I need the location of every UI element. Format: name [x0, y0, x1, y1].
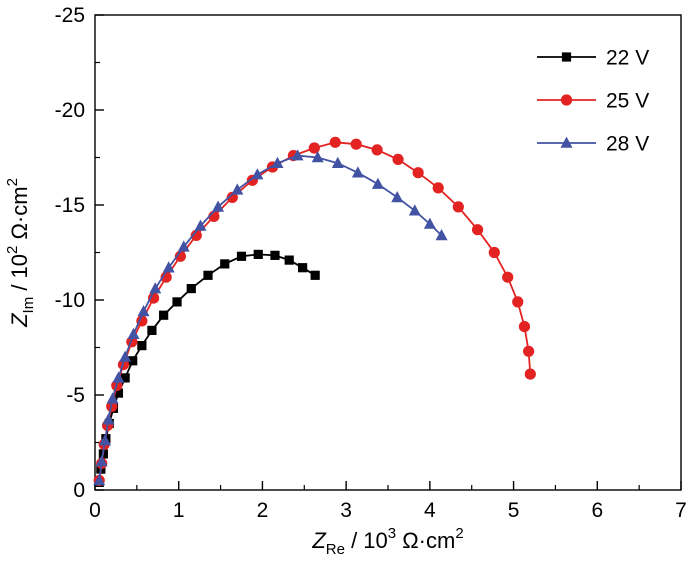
legend-item-28v: 28 V: [537, 133, 649, 156]
x-axis-title: ZRe / 103 Ω·cm2: [311, 525, 463, 558]
y-tick-label: -15: [55, 194, 85, 217]
legend-item-25v: 25 V: [537, 90, 649, 113]
x-tick-label: 5: [508, 499, 520, 522]
legend-item-22v: 22 V: [537, 47, 649, 70]
legend-label: 22 V: [606, 47, 649, 70]
x-tick-label: 4: [424, 499, 436, 522]
y-axis-title: ZIm / 102 Ω·cm2: [4, 178, 37, 328]
y-tick-label: -5: [66, 384, 85, 407]
legend-label: 28 V: [606, 133, 649, 156]
x-tick-label: 1: [173, 499, 185, 522]
y-tick-label: -10: [55, 289, 85, 312]
y-tick-label: 0: [73, 479, 85, 502]
series-28v: [93, 149, 448, 486]
x-tick-label: 2: [257, 499, 269, 522]
y-tick-label: -25: [55, 4, 85, 27]
y-tick-label: -20: [55, 99, 85, 122]
x-tick-label: 6: [591, 499, 603, 522]
legend: 22 V 25 V 28 V: [537, 47, 649, 156]
series-22v: [94, 249, 320, 487]
legend-label: 25 V: [606, 90, 649, 113]
x-tick-label: 0: [89, 499, 101, 522]
x-tick-label: 7: [675, 499, 687, 522]
axes: 0 1 2 3 4 5 6 7 0 -5 -10 -15 -20 -25: [55, 4, 687, 522]
x-tick-label: 3: [340, 499, 352, 522]
